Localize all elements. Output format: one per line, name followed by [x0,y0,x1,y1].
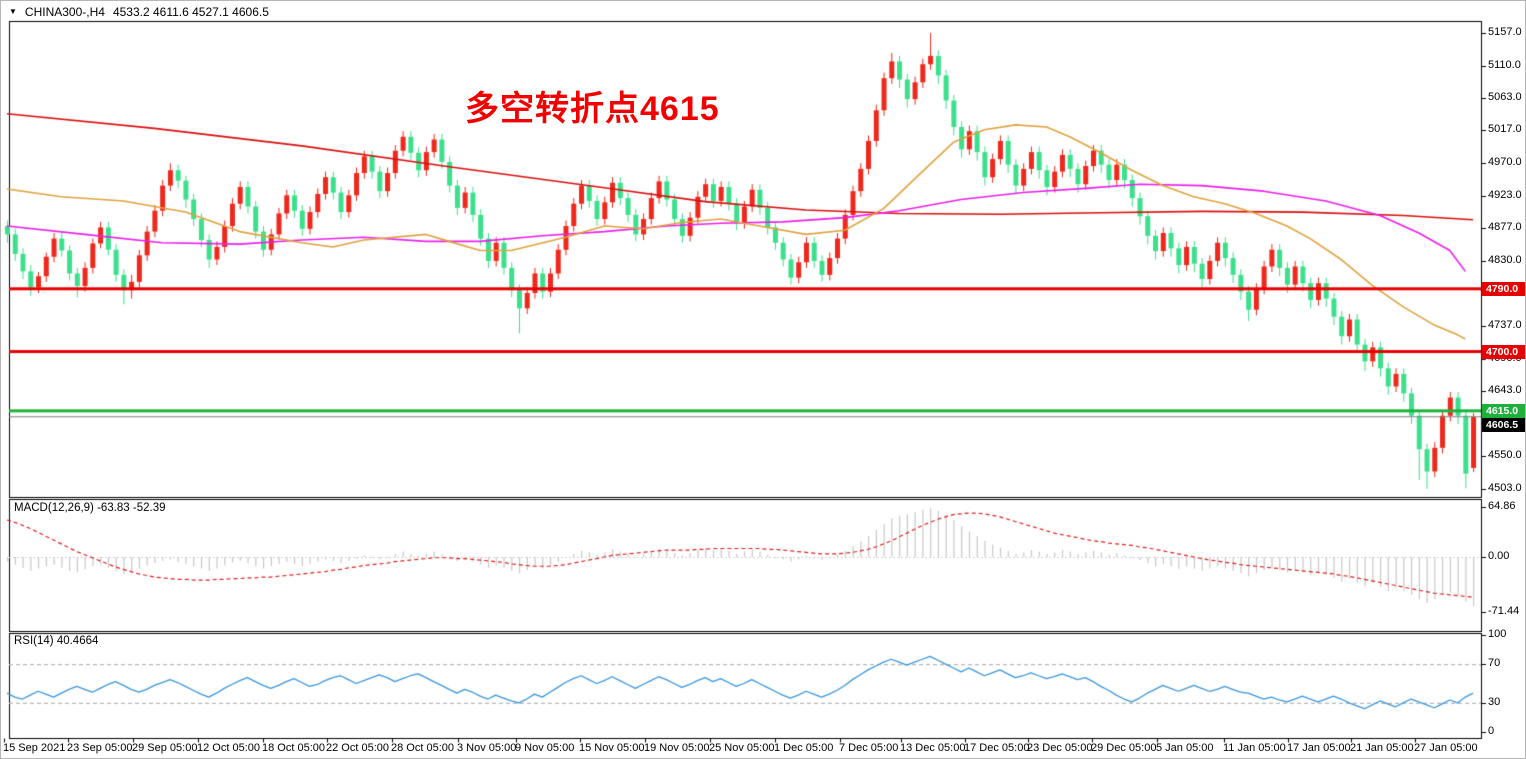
time-axis-label: 3 Nov 05:00 [457,742,517,754]
time-axis-label: 23 Sep 05:00 [67,742,133,754]
rsi-tick-label: 100 [1488,628,1507,640]
rsi-tick-label: 30 [1488,696,1501,708]
price-tick-label: 4550.0 [1488,449,1522,461]
chart-title-bar: ▼ CHINA300-,H4 4533.2 4611.6 4527.1 4606… [9,5,269,19]
ohlc-values: 4533.2 4611.6 4527.1 4606.5 [112,5,269,19]
time-axis-label: 18 Oct 05:00 [262,742,325,754]
symbol-marker-icon: ▼ [9,7,17,16]
time-axis-label: 27 Jan 05:00 [1414,742,1478,754]
time-axis-label: 15 Nov 05:00 [579,742,645,754]
time-axis-label: 22 Oct 05:00 [326,742,389,754]
time-axis-label: 9 Nov 05:00 [515,742,575,754]
price-tick-label: 5157.0 [1488,26,1522,38]
macd-tick-label: -71.44 [1488,605,1520,617]
time-axis-label: 23 Dec 05:00 [1027,742,1093,754]
price-tick-label: 4830.0 [1488,254,1522,266]
time-axis-label: 29 Dec 05:00 [1091,742,1157,754]
macd-indicator-label: MACD(12,26,9) -63.83 -52.39 [14,502,166,514]
time-axis-label: 29 Sep 05:00 [132,742,198,754]
price-tick-label: 5063.0 [1488,91,1522,103]
time-axis-label: 17 Jan 05:00 [1287,742,1351,754]
price-tick-label: 4970.0 [1488,156,1522,168]
rsi-axis[interactable] [1481,633,1525,739]
price-tick-label: 4923.0 [1488,189,1522,201]
time-axis-label: 7 Dec 05:00 [839,742,899,754]
price-tick-label: 4503.0 [1488,482,1522,494]
symbol-timeframe-label: CHINA300-,H4 [24,5,105,19]
time-axis-label: 28 Oct 05:00 [391,742,454,754]
price-tick-label: 4737.0 [1488,319,1522,331]
price-tick-label: 4877.0 [1488,221,1522,233]
rsi-tick-label: 0 [1488,725,1495,737]
macd-tick-label: 64.86 [1488,500,1516,512]
time-axis-label: 21 Jan 05:00 [1350,742,1414,754]
price-tick-label: 4643.0 [1488,384,1522,396]
time-axis-label: 5 Jan 05:00 [1156,742,1214,754]
time-axis-label: 11 Jan 05:00 [1223,742,1286,754]
price-level-badge: 4606.5 [1482,418,1525,432]
time-axis-label: 13 Dec 05:00 [900,742,966,754]
chart-annotation-text: 多空转折点4615 [465,90,720,128]
price-level-badge: 4790.0 [1482,282,1525,296]
price-level-badge: 4615.0 [1482,404,1525,418]
time-axis-label: 25 Nov 05:00 [709,742,775,754]
time-axis-label: 17 Dec 05:00 [964,742,1030,754]
time-axis-label: 12 Oct 05:00 [197,742,260,754]
price-tick-label: 5110.0 [1488,59,1521,71]
price-tick-label: 5017.0 [1488,123,1522,135]
rsi-tick-label: 70 [1488,657,1501,669]
macd-tick-label: 0.00 [1488,550,1510,562]
rsi-indicator-label: RSI(14) 40.4664 [14,635,99,647]
time-axis-label: 19 Nov 05:00 [644,742,710,754]
time-axis-label: 15 Sep 2021 [3,742,66,754]
price-level-badge: 4700.0 [1482,345,1525,359]
time-axis-label: 1 Dec 05:00 [774,742,834,754]
